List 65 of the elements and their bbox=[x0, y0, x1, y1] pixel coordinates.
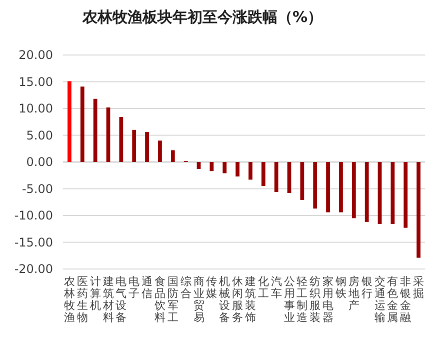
x-tick-label: 纺织服装 bbox=[310, 275, 321, 324]
x-tick-label: 化工 bbox=[258, 275, 269, 300]
x-tick-label: 汽车 bbox=[270, 275, 282, 300]
bar bbox=[326, 162, 330, 212]
bar bbox=[352, 162, 356, 218]
x-tick-label: 商业贸易 bbox=[193, 275, 204, 324]
y-tick-label: 10.00 bbox=[18, 102, 53, 116]
bar bbox=[416, 162, 420, 258]
x-tick-label: 计算机 bbox=[90, 275, 101, 312]
x-tick-label: 电子 bbox=[128, 275, 140, 300]
bar bbox=[300, 162, 304, 200]
bar bbox=[80, 86, 84, 162]
bar bbox=[93, 98, 98, 162]
bar bbox=[222, 162, 227, 174]
x-tick-label: 食品饮料 bbox=[153, 275, 166, 324]
bar bbox=[196, 162, 201, 169]
x-tick-label: 有色金属 bbox=[387, 275, 398, 324]
bar bbox=[274, 162, 278, 192]
chart-title: 农林牧渔板块年初至今涨跌幅（%） bbox=[81, 8, 323, 26]
bar bbox=[119, 117, 124, 162]
bar bbox=[106, 107, 110, 162]
x-tick-label: 房地产 bbox=[347, 275, 360, 312]
bar bbox=[404, 162, 408, 228]
x-tick-label: 轻工制造 bbox=[296, 275, 308, 324]
x-tick-label: 建筑装饰 bbox=[244, 275, 256, 324]
bar bbox=[261, 162, 266, 186]
x-tick-label: 综合 bbox=[180, 275, 192, 300]
bar bbox=[287, 162, 292, 194]
x-tick-label: 电气设备 bbox=[116, 275, 127, 324]
y-tick-label: 15.00 bbox=[18, 74, 53, 89]
bar bbox=[145, 132, 149, 162]
x-tick-label: 家用电器 bbox=[322, 275, 334, 324]
bar bbox=[248, 162, 252, 180]
y-tick-label: -10.00 bbox=[14, 208, 53, 223]
x-tick-label: 公用事业 bbox=[284, 275, 295, 324]
x-tick-label: 采掘 bbox=[413, 275, 424, 300]
bar bbox=[378, 162, 382, 224]
y-tick-label: -15.00 bbox=[14, 235, 53, 250]
y-tick-label: 0.00 bbox=[26, 155, 53, 170]
x-tick-label: 传媒 bbox=[206, 275, 218, 300]
y-tick-label: 20.00 bbox=[18, 48, 53, 62]
bar bbox=[170, 150, 175, 162]
bar bbox=[158, 140, 162, 162]
bar bbox=[339, 162, 343, 212]
y-tick-label: -20.00 bbox=[14, 262, 53, 276]
x-tick-label: 银行 bbox=[360, 275, 372, 300]
bar bbox=[313, 162, 318, 209]
bar bbox=[364, 162, 369, 222]
bar bbox=[390, 162, 395, 224]
x-tick-label: 通信 bbox=[142, 275, 153, 300]
y-tick-label: 5.00 bbox=[26, 128, 53, 142]
x-tick-label: 医药生物 bbox=[76, 275, 88, 324]
x-tick-label: 非银金融 bbox=[399, 275, 412, 324]
x-tick-label: 休闲服务 bbox=[232, 275, 244, 324]
x-tick-label: 建筑材料 bbox=[102, 275, 114, 324]
bar bbox=[210, 162, 214, 172]
x-tick-label: 钢铁 bbox=[334, 275, 346, 300]
x-tick-label: 国防军工 bbox=[167, 275, 178, 324]
x-tick-label: 机械设备 bbox=[219, 275, 230, 324]
x-tick-label: 交通运输 bbox=[374, 275, 386, 324]
bar bbox=[132, 130, 136, 162]
y-tick-label: -5.00 bbox=[22, 182, 53, 196]
x-tick-label: 农林牧渔 bbox=[62, 275, 75, 324]
bar bbox=[68, 81, 72, 162]
bar bbox=[236, 162, 240, 176]
